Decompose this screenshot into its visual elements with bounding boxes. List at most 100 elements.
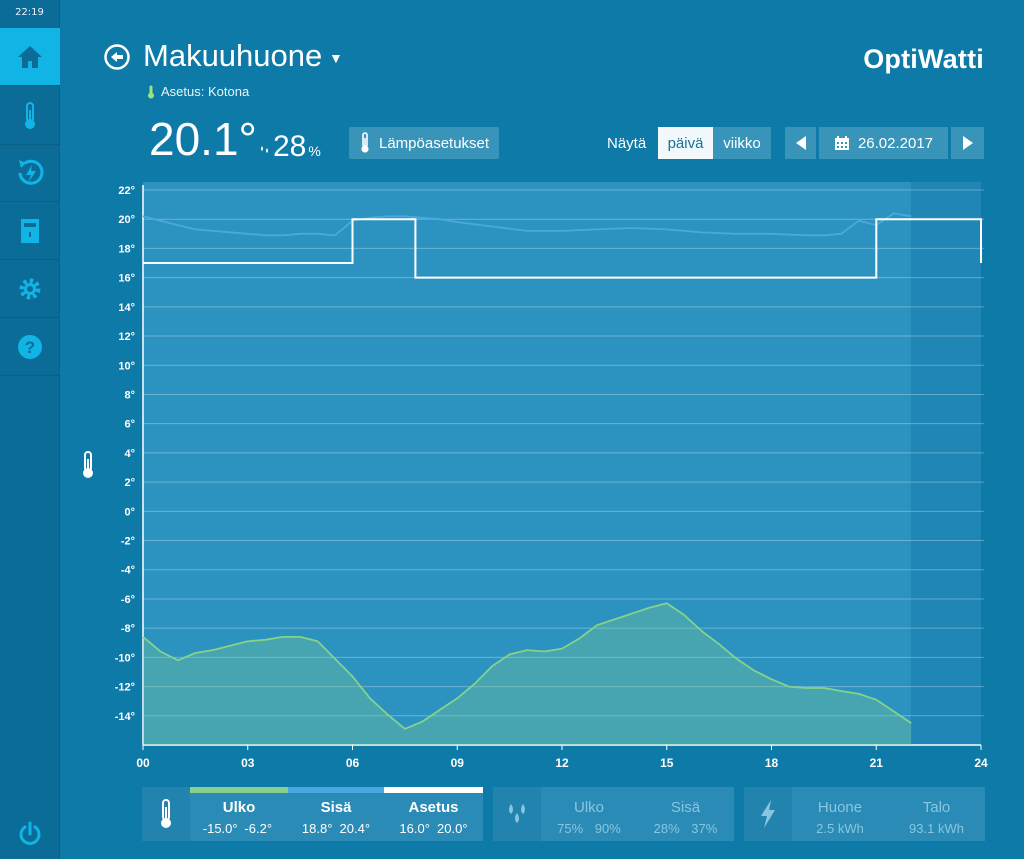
legend-temperature: Ulko -15.0° -6.2° Sisä 18.8° 20.4° Asetu… (142, 787, 483, 841)
legend-indoor-temp[interactable]: Sisä 18.8° 20.4° (288, 787, 384, 841)
y-tick-label: 4° (124, 448, 135, 460)
legend-title: Ulko (222, 799, 256, 816)
show-label: Näytä (607, 135, 647, 152)
legend-title: Huone (817, 799, 863, 816)
tab-week[interactable]: viikko (713, 127, 771, 159)
date-picker-button[interactable]: 26.02.2017 (819, 127, 948, 159)
legend-room-energy[interactable]: Huone 2.5 kWh (792, 787, 888, 841)
legend-max: 37% (691, 821, 718, 836)
y-tick-label: 14° (118, 302, 135, 314)
x-tick-label: 18 (765, 756, 779, 770)
sidebar-item-help[interactable]: ? (0, 318, 60, 376)
y-tick-label: 18° (118, 243, 135, 255)
series-area-ulko (143, 603, 912, 745)
back-icon[interactable] (104, 44, 130, 70)
power-icon (19, 821, 41, 845)
x-tick-label: 12 (555, 756, 569, 770)
y-tick-label: 22° (118, 185, 135, 197)
legend-max: 90% (594, 821, 621, 836)
legend-title: Sisä (320, 799, 352, 816)
y-tick-label: 8° (124, 389, 135, 401)
thermometer-icon (25, 101, 35, 129)
current-humidity: 28 % (259, 130, 321, 164)
legend-indoor-humidity[interactable]: Sisä 28% 37% (637, 787, 734, 841)
x-tick-label: 00 (136, 756, 150, 770)
thermometer-icon (161, 799, 171, 828)
room-dropdown-icon[interactable]: ▼ (329, 50, 343, 66)
legend-value: 93.1 kWh (909, 821, 964, 836)
y-tick-label: -12° (115, 682, 135, 694)
y-tick-label: -14° (115, 711, 135, 723)
previous-date-button[interactable] (785, 127, 816, 159)
y-tick-label: 12° (118, 331, 135, 343)
y-tick-label: 16° (118, 273, 135, 285)
legend-min: -15.0° (202, 821, 238, 836)
tab-day[interactable]: päivä (658, 127, 713, 159)
arrow-left-icon (795, 136, 806, 150)
svg-text:?: ? (25, 338, 35, 357)
arrow-right-icon (962, 136, 973, 150)
legend-house-energy[interactable]: Talo 93.1 kWh (888, 787, 985, 841)
small-thermometer-icon (148, 85, 154, 98)
legend-outdoor-temp[interactable]: Ulko -15.0° -6.2° (190, 787, 288, 841)
next-date-button[interactable] (951, 127, 984, 159)
x-tick-label: 24 (974, 756, 988, 770)
legend-title: Ulko (573, 799, 604, 816)
temperature-settings-button[interactable]: Lämpöasetukset (349, 127, 500, 159)
legend-outdoor-humidity[interactable]: Ulko 75% 90% (541, 787, 637, 841)
y-axis-thermometer-icon (83, 451, 93, 478)
x-tick-label: 21 (870, 756, 884, 770)
plot-area-future (911, 182, 981, 745)
current-temperature: 20.1° (149, 113, 257, 165)
y-tick-label: -4° (121, 565, 135, 577)
room-title[interactable]: Makuuhuone (143, 38, 323, 73)
sidebar-power-button[interactable] (0, 809, 60, 859)
humidity-icon (261, 146, 268, 153)
legend-max: -6.2° (244, 821, 273, 836)
humidity-value: 28 (273, 130, 307, 163)
humidity-unit: % (308, 143, 321, 159)
legend-title: Asetus (408, 799, 459, 816)
series-line-sisä (142, 212, 912, 237)
series-line-asetus (143, 218, 982, 279)
setting-label: Asetus: Kotona (161, 84, 250, 99)
y-tick-label: 2° (124, 477, 135, 489)
legend-title: Sisä (670, 799, 701, 816)
legend-max: 20.0° (437, 821, 468, 836)
y-tick-label: 0° (124, 506, 135, 518)
y-tick-label: 10° (118, 360, 135, 372)
x-tick-label: 06 (346, 756, 360, 770)
calendar-icon (834, 136, 849, 150)
gear-icon (19, 278, 41, 299)
y-tick-label: 20° (118, 214, 135, 226)
legend-min: 75% (557, 821, 584, 836)
energy-cycle-icon (18, 159, 44, 185)
y-tick-label: -6° (121, 594, 135, 606)
legend-min: 16.0° (399, 821, 430, 836)
x-tick-label: 15 (660, 756, 674, 770)
legend-title: Talo (922, 799, 951, 816)
sidebar-item-device[interactable] (0, 202, 60, 260)
help-icon: ? (18, 334, 42, 359)
lightning-icon (761, 800, 775, 828)
x-tick-label: 03 (241, 756, 255, 770)
legend-humidity: Ulko 75% 90% Sisä 28% 37% (493, 787, 734, 841)
setting-status: Asetus: Kotona (147, 84, 249, 99)
legend-min: 18.8° (301, 821, 333, 836)
device-icon (21, 218, 39, 243)
sidebar-item-temperature[interactable] (0, 87, 60, 145)
brand-logo: OptiWatti (863, 44, 984, 74)
legend-max: 20.4° (339, 821, 371, 836)
y-tick-label: -8° (121, 623, 135, 635)
legend-min: 28% (653, 821, 680, 836)
sidebar-item-energy[interactable] (0, 144, 60, 202)
y-tick-label: -10° (115, 652, 135, 664)
home-icon (18, 45, 42, 68)
legend-setpoint-temp[interactable]: Asetus 16.0° 20.0° (384, 787, 483, 841)
temperature-settings-label: Lämpöasetukset (379, 134, 490, 152)
sidebar: 22:19 ? (0, 0, 60, 859)
sidebar-item-home[interactable] (0, 28, 60, 86)
droplets-icon (509, 804, 525, 823)
date-label: 26.02.2017 (857, 134, 934, 152)
sidebar-item-settings[interactable] (0, 260, 60, 318)
